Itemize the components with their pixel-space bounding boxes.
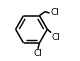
Text: Cl: Cl <box>33 49 42 58</box>
Text: Cl: Cl <box>50 8 59 18</box>
Text: Cl: Cl <box>51 33 60 42</box>
